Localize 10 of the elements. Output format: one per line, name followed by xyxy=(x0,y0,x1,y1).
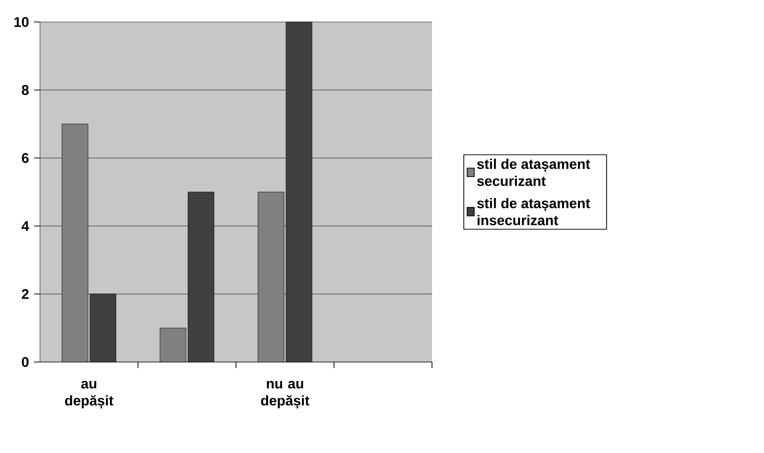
legend-label: stil de atașament securizant xyxy=(477,158,590,186)
y-tick-label: 0 xyxy=(22,357,29,367)
legend-label: stil de atașament insecurizant xyxy=(477,198,590,226)
y-tick-label: 4 xyxy=(22,221,30,231)
x-tick-label: nu au depășit xyxy=(261,380,310,409)
y-tick-label: 6 xyxy=(22,153,29,163)
x-tick-label: au depășit xyxy=(65,380,114,409)
y-tick-label: 8 xyxy=(22,85,29,95)
y-tick-label: 10 xyxy=(14,17,29,27)
y-tick-label: 2 xyxy=(22,289,29,299)
